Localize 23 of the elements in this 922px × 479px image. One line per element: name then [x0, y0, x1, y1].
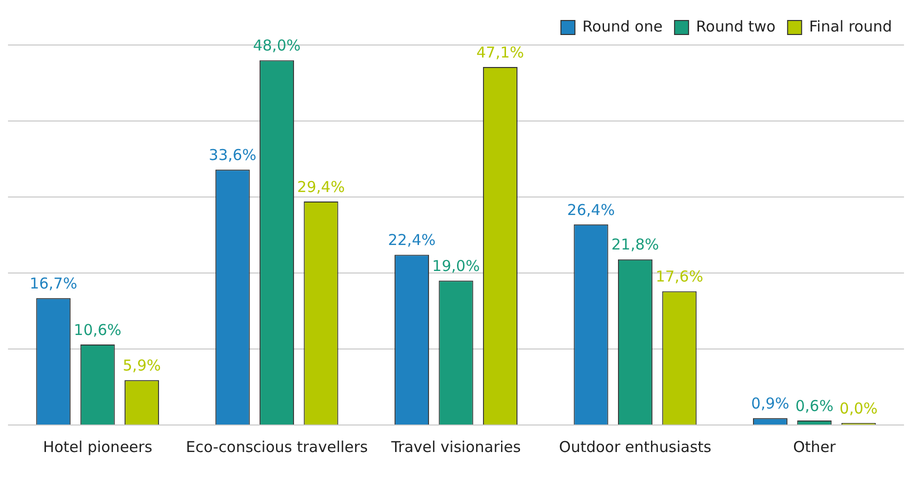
data-label: 0,0% — [840, 399, 878, 418]
data-label: 0,9% — [751, 394, 790, 413]
legend-label: Round two — [696, 17, 776, 36]
data-label: 19,0% — [432, 256, 480, 275]
x-tick-label: Eco-conscious travellers — [186, 438, 368, 456]
x-tick-label: Other — [793, 438, 837, 456]
data-label: 48,0% — [252, 36, 301, 55]
x-tick-label: Outdoor enthusiasts — [559, 438, 712, 456]
data-label: 21,8% — [611, 236, 660, 254]
data-label: 29,4% — [297, 178, 345, 196]
data-label: 22,4% — [388, 231, 436, 250]
legend-label: Final round — [809, 17, 892, 36]
x-tick-label: Travel visionaries — [390, 438, 522, 456]
data-label: 33,6% — [208, 146, 256, 164]
data-label: 17,6% — [656, 268, 704, 286]
data-label: 5,9% — [122, 356, 161, 375]
data-label: 10,6% — [74, 320, 122, 339]
data-label: 0,6% — [795, 396, 834, 415]
data-label: 26,4% — [567, 200, 615, 219]
legend-label: Round one — [582, 17, 663, 36]
x-tick-label: Hotel pioneers — [42, 438, 152, 456]
data-label: 16,7% — [30, 274, 78, 292]
data-label: 47,1% — [476, 43, 524, 62]
